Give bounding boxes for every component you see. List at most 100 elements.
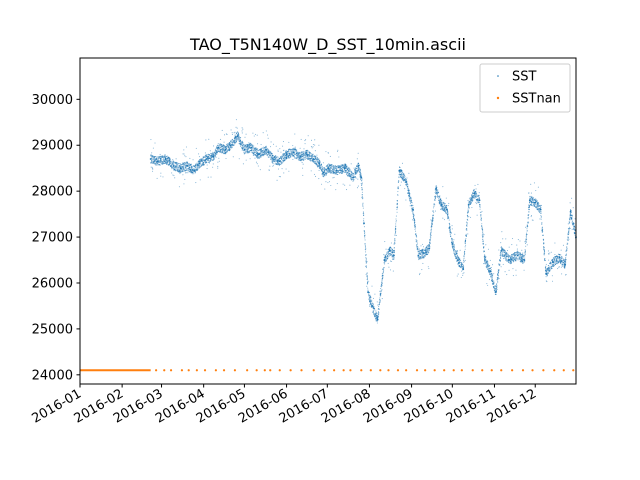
sst-point: [477, 200, 479, 202]
sst-point: [214, 148, 216, 150]
sst-point: [432, 215, 434, 217]
sst-point: [280, 160, 282, 162]
sst-point: [162, 160, 165, 162]
sst-point: [230, 141, 232, 143]
sst-point: [405, 199, 407, 201]
sst-point: [297, 158, 299, 160]
sst-point: [445, 212, 447, 214]
sst-point: [266, 134, 269, 136]
sst-point: [410, 201, 413, 203]
sst-point: [438, 198, 440, 200]
sst-point: [478, 198, 480, 200]
sst-point: [182, 170, 185, 172]
sst-point: [273, 156, 275, 158]
sst-point: [318, 144, 320, 146]
sst-point: [244, 144, 246, 146]
sst-point: [331, 168, 333, 170]
sst-point: [413, 223, 415, 225]
sst-point: [281, 162, 283, 164]
sst-point: [465, 238, 467, 240]
sst-point: [314, 162, 316, 164]
sst-point: [313, 155, 315, 157]
sst-point: [294, 133, 296, 135]
sst-point: [195, 147, 197, 149]
sst-point: [356, 165, 358, 167]
sst-point: [411, 210, 413, 212]
sst-point: [489, 267, 492, 269]
sst-point: [247, 150, 249, 152]
sst-point: [371, 285, 373, 287]
sst-point: [475, 196, 477, 198]
sst-point: [222, 148, 224, 150]
sst-point: [364, 239, 366, 241]
sst-point: [421, 254, 423, 257]
sst-point: [240, 137, 242, 139]
sst-point: [263, 155, 265, 157]
sst-point: [498, 249, 500, 251]
sst-point: [265, 147, 267, 149]
sst-point: [308, 156, 310, 158]
sst-point: [228, 142, 230, 144]
sst-point: [391, 254, 394, 256]
sst-point: [330, 170, 333, 172]
sst-point: [201, 164, 203, 166]
sst-point: [339, 170, 341, 172]
sst-point: [160, 172, 162, 174]
sst-point: [253, 135, 255, 137]
sst-point: [449, 225, 451, 227]
sst-point: [245, 151, 247, 153]
sst-point: [369, 304, 371, 306]
sst-point: [414, 230, 417, 232]
sst-point: [465, 244, 467, 246]
sst-point: [287, 154, 289, 156]
sst-point: [425, 253, 428, 255]
sst-point: [257, 157, 259, 159]
sst-point: [367, 281, 369, 283]
sst-point: [288, 151, 290, 153]
sst-point: [213, 153, 215, 155]
sst-point: [362, 213, 364, 215]
sst-point: [303, 158, 305, 160]
sst-point: [208, 154, 210, 156]
sst-point: [366, 285, 368, 287]
sst-point: [192, 165, 194, 168]
sst-point: [456, 260, 458, 262]
sst-point: [252, 144, 254, 146]
sst-point: [454, 250, 457, 252]
sst-point: [393, 250, 395, 252]
sst-point: [481, 210, 483, 212]
sst-point: [408, 197, 410, 200]
sst-point: [264, 148, 266, 151]
sst-point: [332, 173, 334, 175]
sst-point: [192, 171, 194, 173]
sst-point: [382, 274, 384, 277]
sst-point: [304, 150, 307, 152]
sst-point: [380, 285, 382, 287]
sst-point: [403, 178, 405, 180]
sst-point: [319, 166, 321, 168]
sst-point: [375, 316, 377, 318]
sst-point: [427, 266, 429, 268]
sst-point: [440, 197, 442, 199]
sst-point: [379, 290, 381, 292]
sst-point: [364, 242, 366, 245]
sst-point: [337, 171, 340, 173]
sst-point: [279, 176, 281, 178]
sst-point: [435, 185, 437, 187]
sst-point: [290, 156, 292, 158]
sst-point: [484, 262, 486, 264]
sst-point: [302, 150, 304, 152]
sst-point: [324, 173, 326, 175]
sst-point: [281, 157, 283, 159]
sst-point: [323, 176, 325, 178]
sst-point: [298, 153, 300, 155]
sst-point: [429, 239, 431, 241]
sst-point: [185, 164, 187, 167]
sst-point: [242, 147, 244, 149]
sst-point: [362, 205, 364, 207]
sst-point: [311, 156, 313, 158]
sst-point: [298, 152, 300, 154]
sst-point: [474, 195, 477, 197]
sst-point: [390, 260, 392, 262]
sst-point: [436, 191, 439, 193]
